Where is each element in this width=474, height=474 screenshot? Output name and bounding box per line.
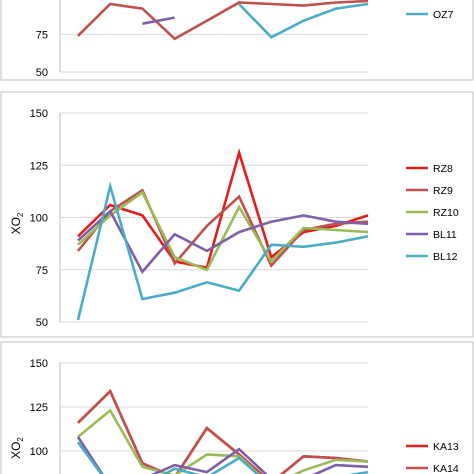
panel-top: 50 75 OZ7 [0, 0, 474, 81]
legend-label: OZ7 [433, 9, 454, 21]
legend-label: RZ9 [433, 185, 453, 197]
y-tick-label: 75 [36, 265, 48, 277]
series-line-rz10 [77, 190, 369, 272]
series-line-ka14 [77, 388, 369, 474]
y-axis-label: XO2 [9, 437, 25, 459]
series-line-oz7 [238, 2, 369, 39]
panel-bottom: 100 125 150 XO2 KA13 KA14 [0, 341, 474, 474]
y-axis-label: XO2 [9, 212, 25, 234]
panel-border [0, 0, 474, 81]
series-line-rz9 [76, 188, 369, 268]
y-tick-label: 125 [30, 402, 48, 414]
legend-label: KA13 [433, 441, 459, 453]
series-line-p2-s3 [76, 436, 369, 474]
legend-label: RZ10 [433, 207, 459, 219]
panel-border [0, 91, 474, 338]
series-line-bl12 [76, 181, 369, 321]
legend-label: RZ8 [433, 163, 453, 175]
y-tick-label: 125 [30, 160, 48, 172]
y-tick-label: 150 [30, 358, 48, 370]
series-line-p0-s1 [142, 16, 175, 25]
series-line-p2-s2 [77, 408, 369, 474]
y-tick-label: 50 [36, 317, 48, 329]
legend-label: BL11 [433, 229, 457, 241]
y-tick-label: 100 [30, 213, 48, 225]
legend-label: BL12 [433, 251, 458, 263]
y-tick-label: 50 [36, 67, 48, 79]
series-line-p2-s4 [76, 441, 369, 474]
y-tick-label: 100 [30, 446, 48, 458]
y-tick-label: 150 [30, 108, 48, 120]
panel-middle: 50 75 100 125 150 XO2 RZ8 RZ9 RZ10 BL11 BL12 [0, 91, 474, 338]
legend-label: KA14 [433, 463, 459, 474]
y-tick-label: 75 [36, 29, 48, 41]
series-line-p0-s0 [77, 0, 369, 41]
